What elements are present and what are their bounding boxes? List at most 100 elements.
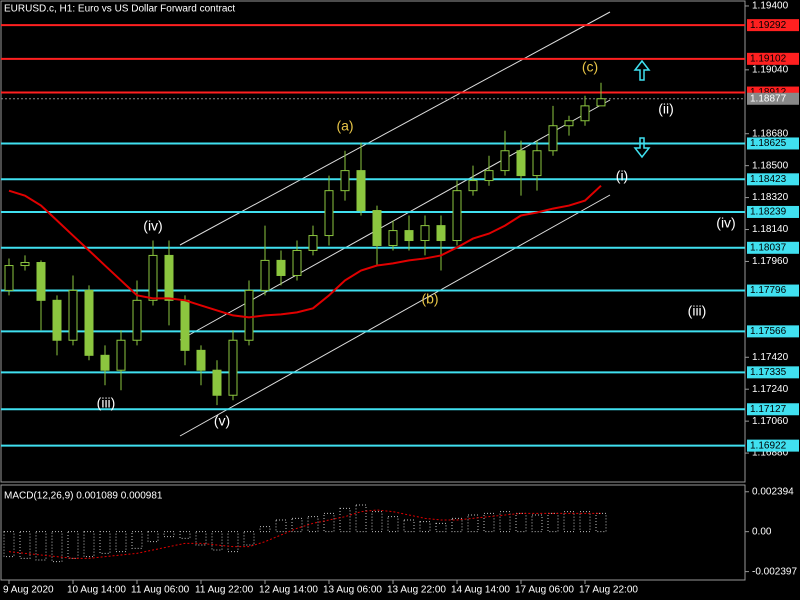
candle-body <box>4 265 14 291</box>
macd-bar <box>403 519 415 533</box>
candle-body <box>596 98 606 107</box>
candle-body <box>164 254 174 301</box>
macd-frame <box>0 484 746 581</box>
x-tick-label: 14 Aug 14:00 <box>451 585 510 596</box>
level-box <box>747 137 799 150</box>
candle-body <box>292 249 302 276</box>
macd-bar <box>163 531 175 538</box>
candle-body <box>276 259 286 276</box>
y-tick-label: 1.18320 <box>752 192 789 203</box>
y-tick-label: 1.18140 <box>752 224 789 235</box>
y-tick-label: -0.002397 <box>752 566 797 577</box>
candle-body <box>580 105 590 122</box>
candle-body <box>20 262 30 267</box>
level-box <box>747 241 799 254</box>
level-label: 1.19292 <box>750 20 787 31</box>
candle-body <box>436 225 446 242</box>
up-arrow <box>633 59 651 81</box>
wave-label: (ii) <box>658 101 674 117</box>
candle-body <box>548 125 558 152</box>
macd-bar <box>355 504 367 533</box>
candle-body <box>228 339 238 396</box>
macd-bar <box>291 517 303 533</box>
macd-bar <box>179 531 191 539</box>
level-box <box>747 403 799 416</box>
bid-box <box>747 92 799 105</box>
macd-bar <box>595 512 607 533</box>
candle-body <box>532 150 542 177</box>
candle-body <box>484 170 494 182</box>
candle-body <box>388 230 398 246</box>
candle-body <box>516 150 526 177</box>
macd-bar <box>339 507 351 533</box>
candle-body <box>260 259 270 291</box>
y-tick-label: 1.18680 <box>752 128 789 139</box>
wave-label: (c) <box>582 59 598 75</box>
macd-bar <box>483 512 495 533</box>
level-label: 1.18912 <box>750 87 787 98</box>
candle-body <box>420 225 430 242</box>
candle-body <box>132 299 142 341</box>
y-tick-label: 1.17060 <box>752 416 789 427</box>
candle-body <box>324 190 334 237</box>
candle-body <box>212 369 222 396</box>
wave-label: (iii) <box>97 395 116 411</box>
macd-bar <box>131 531 143 549</box>
x-tick-label: 17 Aug 06:00 <box>515 585 574 596</box>
x-tick-label: 13 Aug 06:00 <box>323 585 382 596</box>
moving-average <box>8 184 602 319</box>
y-tick-label: 1.17960 <box>752 256 789 267</box>
y-tick-label: 0.002394 <box>752 486 794 497</box>
macd-bar <box>3 531 15 558</box>
candle-body <box>36 262 46 301</box>
candle-body <box>340 170 350 192</box>
macd-bar <box>531 514 543 533</box>
channel-upper <box>179 11 611 246</box>
level-label: 1.17335 <box>750 367 787 378</box>
level-label: 1.18239 <box>750 207 787 218</box>
candle-body <box>180 299 190 351</box>
level-label: 1.18423 <box>750 174 787 185</box>
level-label: 1.19102 <box>750 53 787 64</box>
macd-bar <box>51 531 63 563</box>
wave-label: (v) <box>214 413 230 429</box>
candle-body <box>116 339 126 371</box>
macd-bar <box>467 514 479 533</box>
macd-title: MACD(12,26,9) 0.001089 0.000981 <box>4 491 163 502</box>
macd-bar <box>243 531 255 546</box>
candle-body <box>148 254 158 301</box>
wave-label: (b) <box>421 291 438 307</box>
wave-label: (a) <box>336 118 353 134</box>
macd-bar <box>195 531 207 546</box>
wave-label: (i) <box>616 168 628 184</box>
candle-body <box>356 170 366 212</box>
macd-bar <box>387 516 399 533</box>
x-tick-label: 11 Aug 22:00 <box>195 585 254 596</box>
level-box <box>747 173 799 186</box>
candle-body <box>468 180 478 192</box>
level-box <box>747 284 799 297</box>
candle-body <box>564 120 574 127</box>
macd-bar <box>147 531 159 543</box>
y-tick-label: 1.17240 <box>752 384 789 395</box>
level-box <box>747 366 799 379</box>
wave-label: (iv) <box>143 218 162 234</box>
candle-body <box>452 190 462 242</box>
x-tick-label: 12 Aug 14:00 <box>259 585 318 596</box>
macd-bar <box>307 516 319 533</box>
chart-title: EURUSD.c, H1: Euro vs US Dollar Forward … <box>4 4 235 15</box>
candle-body <box>84 289 94 356</box>
x-tick-label: 13 Aug 22:00 <box>387 585 446 596</box>
candle-body <box>308 235 318 251</box>
macd-bar <box>35 531 47 561</box>
x-tick-label: 11 Aug 06:00 <box>131 585 190 596</box>
macd-bar <box>83 531 95 558</box>
macd-bar <box>323 512 335 533</box>
y-tick-label: 1.16880 <box>752 448 789 459</box>
macd-bar <box>547 512 559 533</box>
level-label: 1.17566 <box>750 326 787 337</box>
candle-body <box>500 150 510 172</box>
candle-body <box>404 230 414 242</box>
macd-bar <box>67 531 79 559</box>
